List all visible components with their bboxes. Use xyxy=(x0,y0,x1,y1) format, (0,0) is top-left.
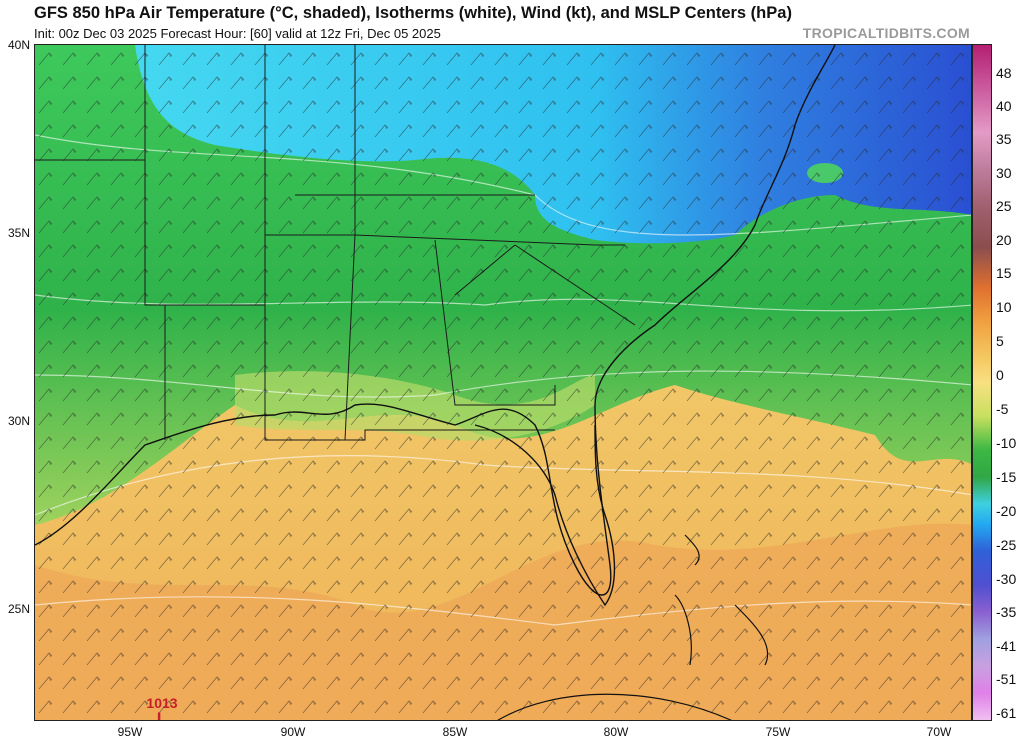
mslp-low-center: 1013 L xyxy=(146,695,177,721)
lon-label-75w: 75W xyxy=(765,725,791,739)
colorbar-label: 48 xyxy=(996,65,1012,81)
colorbar-label: 15 xyxy=(996,265,1012,281)
temperature-colorbar xyxy=(972,44,992,721)
colorbar-label: -15 xyxy=(996,469,1017,485)
islands xyxy=(497,534,769,720)
map-canvas: 1013 L xyxy=(35,45,971,721)
lon-label-70w: 70W xyxy=(926,725,952,739)
coastline xyxy=(35,45,836,596)
mslp-value: 1013 xyxy=(146,695,177,711)
colorbar-label: 20 xyxy=(996,232,1012,248)
site-credit: TROPICALTIDBITS.COM xyxy=(802,25,970,41)
colorbar-label: 40 xyxy=(996,98,1012,114)
colorbar-label: -5 xyxy=(996,401,1009,417)
mslp-type: L xyxy=(157,709,167,721)
map-title: GFS 850 hPa Air Temperature (°C, shaded)… xyxy=(34,4,792,22)
colorbar-label: -61 xyxy=(996,705,1017,721)
colorbar-label: 10 xyxy=(996,299,1012,315)
florida-outline xyxy=(474,424,616,607)
colorbar-label: -30 xyxy=(996,571,1017,587)
colorbar-label: 35 xyxy=(996,131,1012,147)
colorbar-label: 25 xyxy=(996,198,1012,214)
map-subtitle: Init: 00z Dec 03 2025 Forecast Hour: [60… xyxy=(34,26,441,41)
lat-label-35n: 35N xyxy=(7,226,30,240)
colorbar-label: 30 xyxy=(996,165,1012,181)
lon-label-90w: 90W xyxy=(280,725,306,739)
colorbar-label: -51 xyxy=(996,671,1017,687)
lat-label-25n: 25N xyxy=(7,602,30,616)
lat-label-30n: 30N xyxy=(7,414,30,428)
colorbar-label: -20 xyxy=(996,503,1017,519)
lat-label-40n: 40N xyxy=(7,38,30,52)
lon-label-80w: 80W xyxy=(603,725,629,739)
political-borders xyxy=(35,45,636,441)
colorbar-label: -10 xyxy=(996,435,1017,451)
wind-barbs xyxy=(35,45,971,720)
colorbar-label: 0 xyxy=(996,367,1004,383)
lon-label-95w: 95W xyxy=(117,725,143,739)
colorbar-label: 5 xyxy=(996,333,1004,349)
colorbar-label: -41 xyxy=(996,638,1017,654)
temperature-map: 1013 L xyxy=(34,44,972,721)
colorbar-label: -25 xyxy=(996,537,1017,553)
colorbar-label: -35 xyxy=(996,604,1017,620)
lon-label-85w: 85W xyxy=(442,725,468,739)
